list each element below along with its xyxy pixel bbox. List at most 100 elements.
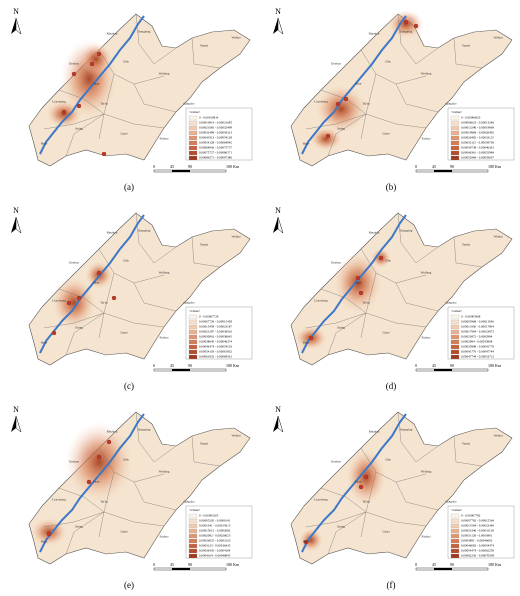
- city-label: Qingdao: [184, 102, 195, 106]
- legend-swatch: [450, 528, 460, 534]
- city-label: Heze: [303, 540, 310, 544]
- scale-bar: [172, 369, 190, 371]
- city-label: Dezhou: [69, 261, 79, 265]
- legend-label: 0 - 0.00005968: [461, 315, 481, 319]
- city-label: Heze: [41, 142, 48, 146]
- city-label: Zibo: [123, 259, 129, 263]
- city-label: Jining: [337, 127, 345, 131]
- city-label: Heze: [41, 341, 48, 345]
- city-boundary: [327, 511, 367, 555]
- scale-label: 180 Km: [226, 562, 240, 567]
- city-label: Weihai: [494, 235, 503, 239]
- legend-swatch: [450, 329, 460, 335]
- legend-label: 0 - 0.00007782: [461, 514, 481, 518]
- city-label: Qingdao: [446, 102, 457, 106]
- legend-label: 0.00061832 - 0.00069561: [199, 355, 232, 359]
- legend-swatch: [450, 334, 460, 340]
- city-boundary: [135, 13, 177, 65]
- city-label: Liaocheng: [314, 100, 328, 104]
- panel-label: (c): [124, 381, 134, 391]
- north-arrow: [15, 17, 22, 35]
- north-label: N: [275, 405, 281, 414]
- site-point: [106, 439, 112, 445]
- city-label: Qingdao: [184, 301, 195, 305]
- city-label: Liaocheng: [314, 498, 328, 502]
- city-label: Yantai: [462, 243, 470, 247]
- legend-label: 0 - 0.00005205: [199, 514, 219, 518]
- legend-label: 0.00010814 - 0.00021685: [199, 121, 232, 125]
- city-boundary: [305, 312, 367, 329]
- legend-label: 0.00047744 - 0.00053712: [461, 355, 494, 359]
- scale-bar: [172, 170, 190, 172]
- province-boundary: [28, 212, 251, 366]
- legend-swatch: [450, 125, 460, 131]
- city-label: Dezhou: [331, 261, 341, 265]
- legend-label: 0.00006623 - 0.00013246: [461, 121, 494, 125]
- site-point: [96, 454, 102, 460]
- legend-label: 0.00026025 - 0.0003123: [199, 539, 231, 543]
- legend-label: 0.00030916 - 0.00038645: [199, 335, 232, 339]
- scale-bar: [434, 568, 452, 570]
- city-label: Liaocheng: [52, 299, 66, 303]
- city-boundary: [320, 288, 367, 339]
- scale-label: 90: [450, 164, 454, 169]
- city-label: Zibo: [385, 60, 391, 64]
- legend-label: 0.00038645 - 0.00046374: [199, 340, 232, 344]
- city-label: Linyi: [121, 331, 128, 335]
- city-boundary: [397, 411, 439, 463]
- legend-label: 0.00015615 - 0.0002082: [199, 529, 231, 533]
- city-label: Weifang: [159, 470, 170, 474]
- city-label: Binzhou: [369, 32, 380, 36]
- legend-swatch: [450, 354, 460, 360]
- legend-label: 0.00032499 - 0.00043313: [199, 131, 232, 135]
- north-arrow: [273, 217, 278, 233]
- city-label: Weihai: [232, 235, 241, 239]
- legend-label: 0.00054128 - 0.00064942: [199, 141, 232, 145]
- scale-label: 90: [450, 363, 454, 368]
- legend-label: 0.00005205 - 0.0001041: [199, 519, 231, 523]
- map-panel: Dezhou Binzhou Dongying Yantai Weihai Weifang…: [11, 405, 253, 590]
- city-boundary: [98, 49, 165, 85]
- north-arrow: [273, 18, 278, 34]
- legend-label: 0.00007782 - 0.00015564: [461, 519, 494, 523]
- scale-label: 45: [170, 363, 174, 368]
- legend-swatch: [450, 349, 460, 355]
- legend-swatch: [188, 135, 198, 141]
- legend-label: 0.00064942 - 0.00075757: [199, 146, 232, 150]
- city-label: Binzhou: [369, 430, 380, 434]
- city-label: Dongying: [400, 30, 413, 34]
- site-point: [358, 290, 364, 296]
- scale-label: 45: [432, 363, 436, 368]
- city-label: Binzhou: [107, 430, 118, 434]
- north-label: N: [275, 7, 281, 16]
- city-label: Jining: [337, 326, 345, 330]
- city-label: Dongying: [400, 229, 413, 233]
- scale-label: 0: [415, 363, 417, 368]
- city-label: Yantai: [200, 44, 208, 48]
- scale-bar: [434, 170, 452, 172]
- city-boundary: [191, 37, 221, 69]
- density-hotspot: [315, 85, 367, 133]
- north-label: N: [13, 405, 19, 414]
- north-label: N: [13, 206, 19, 215]
- province-boundary: [290, 411, 513, 565]
- city-label: Tai'an: [100, 102, 108, 106]
- legend-label: 0.00052984 - 0.00059607: [461, 156, 494, 160]
- legend-swatch: [450, 130, 460, 136]
- panel-label: (e): [124, 580, 134, 590]
- legend-swatch: [450, 115, 460, 121]
- scale-label: 45: [432, 562, 436, 567]
- city-label: Heze: [303, 142, 310, 146]
- legend-label: 0.00046374 - 0.00054103: [199, 345, 232, 349]
- legend-label: 0.0003123 - 0.00036435: [199, 544, 231, 548]
- city-boundary: [360, 248, 427, 284]
- legend-label: 0.0002984 - 0.00035808: [461, 340, 493, 344]
- legend-label: 0.00035808 - 0.00041776: [461, 345, 494, 349]
- city-boundary: [305, 511, 367, 528]
- map-panel: Dezhou Binzhou Dongying Yantai Weihai Weifang…: [11, 206, 253, 391]
- legend-label: 0.00041776 - 0.00047744: [461, 350, 494, 354]
- legend-swatch: [450, 518, 460, 524]
- city-boundary: [43, 511, 105, 528]
- legend-label: 0.0004164 - 0.00046845: [199, 554, 231, 558]
- legend-title: <value>: [189, 309, 200, 313]
